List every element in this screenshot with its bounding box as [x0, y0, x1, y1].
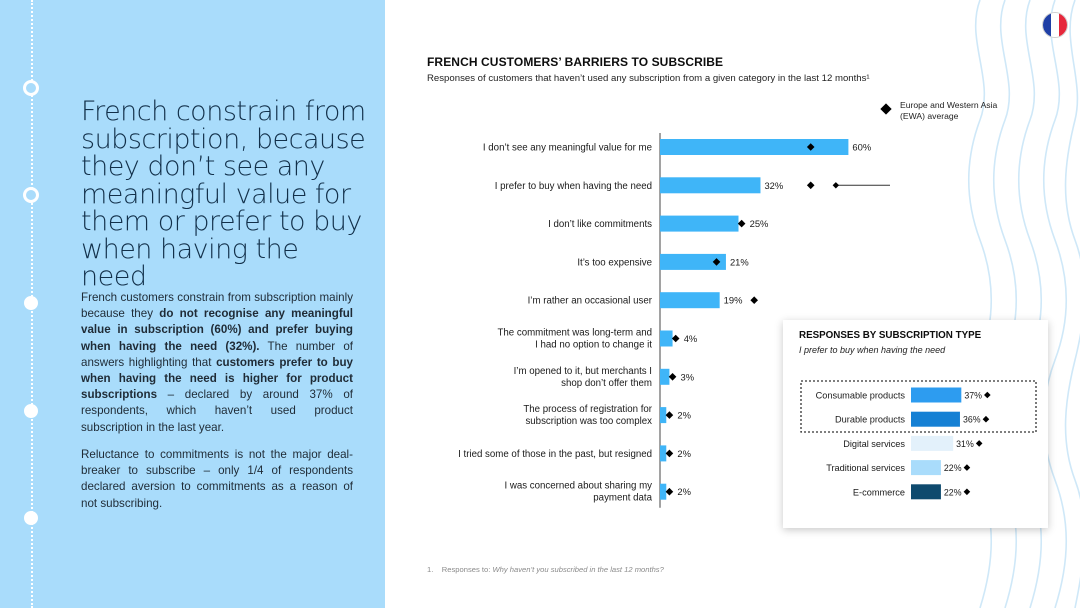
bar-6: [660, 368, 670, 385]
flag-stripe-white: [1051, 13, 1059, 37]
france-flag-icon: [1043, 13, 1067, 37]
value-label: 2%: [677, 486, 691, 497]
card-title: RESPONSES BY SUBSCRIPTION TYPE: [799, 330, 982, 341]
category-label: I don’t see any meaningful value for me: [483, 143, 652, 154]
ewa-diamond-0: [806, 143, 815, 151]
category-label: payment data: [593, 493, 652, 504]
ewa-diamond-2: [737, 219, 746, 228]
paragraph-run-2: The number of answers highlighting that: [81, 339, 353, 369]
inset-ewa-diamond-2: [975, 440, 983, 447]
timeline-dot-2[interactable]: [23, 187, 39, 203]
inset-value-label: 22%: [944, 463, 962, 473]
ewa-diamond-7: [665, 411, 674, 419]
body-paragraph-2: Reluctance to commitments is not the maj…: [81, 448, 353, 510]
timeline-dot-1[interactable]: [23, 80, 39, 96]
category-label: I don’t like commitments: [548, 219, 652, 230]
chart-title: FRENCH CUSTOMERS’ BARRIERS TO SUBSCRIBE: [427, 55, 724, 69]
timeline-dot-4[interactable]: [24, 404, 38, 418]
bar-5: [660, 330, 673, 347]
ewa-diamond-8: [665, 449, 674, 458]
subscription-type-card: Consumable products 37% Durable products 36…: [783, 320, 1048, 528]
value-label: 19%: [724, 295, 743, 306]
bar-3: [660, 253, 726, 270]
inset-category-label: E-commerce: [853, 487, 905, 497]
bar-0: [660, 139, 849, 155]
ewa-diamond-6: [668, 373, 677, 381]
bar-2: [660, 215, 739, 232]
card-subtitle: I prefer to buy when having the need: [799, 345, 946, 355]
connector-diamond: [832, 182, 840, 189]
diamond-icon: [880, 103, 892, 115]
subscription-type-chart: Consumable products 37% Durable products 36…: [800, 380, 1037, 500]
page-title: French constrain from subscription, beca…: [81, 96, 366, 292]
value-label: 25%: [750, 218, 769, 229]
bar-8: [660, 445, 667, 462]
timeline-dot-5[interactable]: [24, 511, 38, 525]
paragraph-run-4: – declared by around 37% of respondents,…: [81, 388, 353, 434]
timeline-dot-3[interactable]: [24, 296, 38, 310]
chart-subtitle: Responses of customers that haven’t used…: [427, 73, 870, 84]
inset-bar-4: [911, 484, 941, 500]
value-label: 2%: [677, 410, 691, 421]
ewa-diamond-5: [671, 334, 680, 343]
category-label: The process of registration for: [523, 404, 652, 415]
inset-category-label: Digital services: [843, 439, 905, 449]
value-label: 2%: [677, 448, 691, 459]
value-label: 3%: [681, 371, 695, 382]
paragraph-run-3: customers prefer to buy when having the …: [81, 355, 353, 402]
paragraph-run-0: French customers constrain from subscrip…: [81, 291, 353, 321]
category-label: subscription was too complex: [525, 416, 652, 427]
footnote-question: Why haven’t you subscribed in the last 1…: [492, 565, 664, 574]
bar-9: [660, 483, 667, 500]
inset-ewa-diamond-3: [963, 464, 971, 471]
inset-ewa-diamond-0: [984, 391, 991, 399]
inset-bar-3: [911, 460, 941, 476]
bar-4: [660, 292, 720, 309]
highlight-box: [800, 380, 1037, 433]
inset-value-label: 22%: [944, 487, 962, 497]
ewa-diamond-3: [712, 258, 721, 266]
inset-value-label: 37%: [964, 391, 982, 401]
ewa-diamond-9: [665, 487, 674, 496]
ewa-diamond-4: [750, 296, 758, 304]
category-label: I tried some of those in the past, but r…: [458, 449, 652, 460]
category-label: It’s too expensive: [577, 257, 652, 268]
inset-value-label: 31%: [956, 439, 974, 449]
value-label: 4%: [684, 333, 698, 344]
category-label: I prefer to buy when having the need: [495, 181, 652, 192]
ewa-diamond-1: [806, 181, 815, 190]
footnote: 1. Responses to: Why haven’t you subscri…: [427, 565, 664, 574]
footnote-prefix: Responses to:: [441, 565, 493, 574]
inset-category-label: Traditional services: [826, 463, 905, 473]
category-label: I’m rather an occasional user: [528, 296, 653, 307]
inset-bar-0: [911, 387, 962, 403]
bar-1: [660, 177, 761, 194]
flag-stripe-blue: [1043, 13, 1051, 37]
category-label: shop don’t offer them: [561, 378, 652, 389]
inset-category-label: Durable products: [835, 415, 905, 425]
left-panel: French constrain from subscription, beca…: [0, 0, 385, 608]
barriers-bar-chart: I don’t see any meaningful value for me 6…: [458, 133, 890, 508]
value-label: 60%: [852, 142, 871, 153]
bar-7: [660, 407, 667, 424]
legend-label: Europe and Western Asia (EWA) average: [900, 100, 998, 121]
inset-bar-1: [911, 411, 960, 427]
category-label: I’m opened to it, but merchants I: [514, 366, 652, 377]
body-paragraph-1: French customers constrain from subscrip…: [81, 290, 353, 436]
inset-ewa-diamond-1: [982, 415, 990, 423]
inset-bar-2: [911, 435, 954, 451]
footnote-number: 1.: [427, 565, 434, 574]
category-label: I was concerned about sharing my: [504, 481, 652, 492]
value-label: 21%: [730, 256, 749, 267]
category-label: The commitment was long-term and: [497, 328, 652, 339]
inset-ewa-diamond-4: [963, 488, 971, 496]
paragraph-run-1: do not recognise any meaningful value in…: [81, 307, 353, 353]
flag-stripe-red: [1059, 13, 1067, 37]
inset-value-label: 36%: [963, 415, 981, 425]
inset-category-label: Consumable products: [816, 391, 906, 401]
connector-line: [835, 184, 890, 186]
category-label: I had no option to change it: [535, 340, 652, 351]
value-label: 32%: [764, 180, 783, 191]
